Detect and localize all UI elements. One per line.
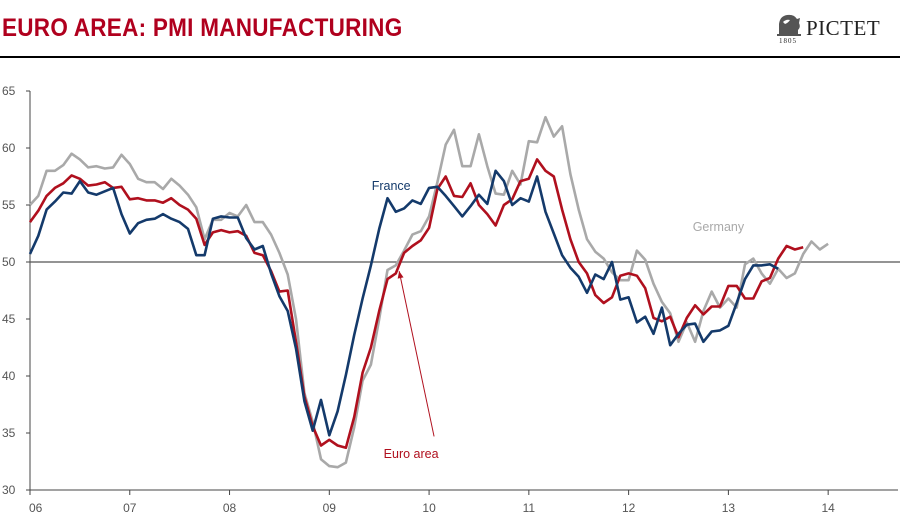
- chart-title: EURO AREA: PMI MANUFACTURING: [2, 14, 403, 42]
- y-tick-label: 55: [2, 198, 16, 212]
- series-line-euro-area: [28, 158, 804, 450]
- y-tick-label: 35: [2, 426, 16, 440]
- series-label-euro-area: Euro area: [384, 447, 439, 461]
- y-tick-label: 50: [2, 255, 16, 269]
- annotation-arrow-head: [397, 271, 404, 279]
- x-tick-label: 08: [223, 501, 237, 515]
- y-tick-label: 40: [2, 369, 16, 383]
- chart-axes: 30 35 40 45 50 55 60 65 06 07 08 09 10 11 12 13 14: [2, 84, 898, 515]
- pictet-logo: PICTET 1805: [774, 10, 886, 46]
- series-line-france: [28, 169, 779, 437]
- pmi-line-chart: 30 35 40 45 50 55 60 65 06 07 08 09 10 11 12 13 14 Germa…: [2, 84, 900, 515]
- y-tick-label: 30: [2, 483, 16, 497]
- series-label-france: France: [372, 179, 411, 193]
- x-tick-label: 11: [523, 501, 536, 515]
- chart-header: EURO AREA: PMI MANUFACTURING PICTET 1805: [0, 0, 900, 58]
- logo-wordmark: PICTET: [806, 16, 881, 40]
- header-divider: [0, 56, 900, 58]
- x-tick-label: 06: [29, 501, 43, 515]
- x-tick-label: 09: [323, 501, 337, 515]
- x-tick-label: 12: [622, 501, 636, 515]
- lion-crest-icon: [777, 14, 801, 36]
- series-label-germany: Germany: [693, 220, 745, 234]
- x-tick-label: 10: [422, 501, 436, 515]
- series-line-germany: [29, 115, 829, 469]
- x-tick-label: 13: [722, 501, 736, 515]
- y-tick-label: 60: [2, 141, 16, 155]
- series-lines: [28, 115, 829, 469]
- series-labels: Germany Euro area France: [372, 179, 745, 461]
- x-tick-label: 07: [123, 501, 137, 515]
- x-tick-label: 14: [821, 501, 835, 515]
- y-tick-label: 45: [2, 312, 16, 326]
- logo-year: 1805: [779, 37, 797, 45]
- annotation-arrow-line: [398, 271, 435, 437]
- y-tick-label: 65: [2, 84, 16, 98]
